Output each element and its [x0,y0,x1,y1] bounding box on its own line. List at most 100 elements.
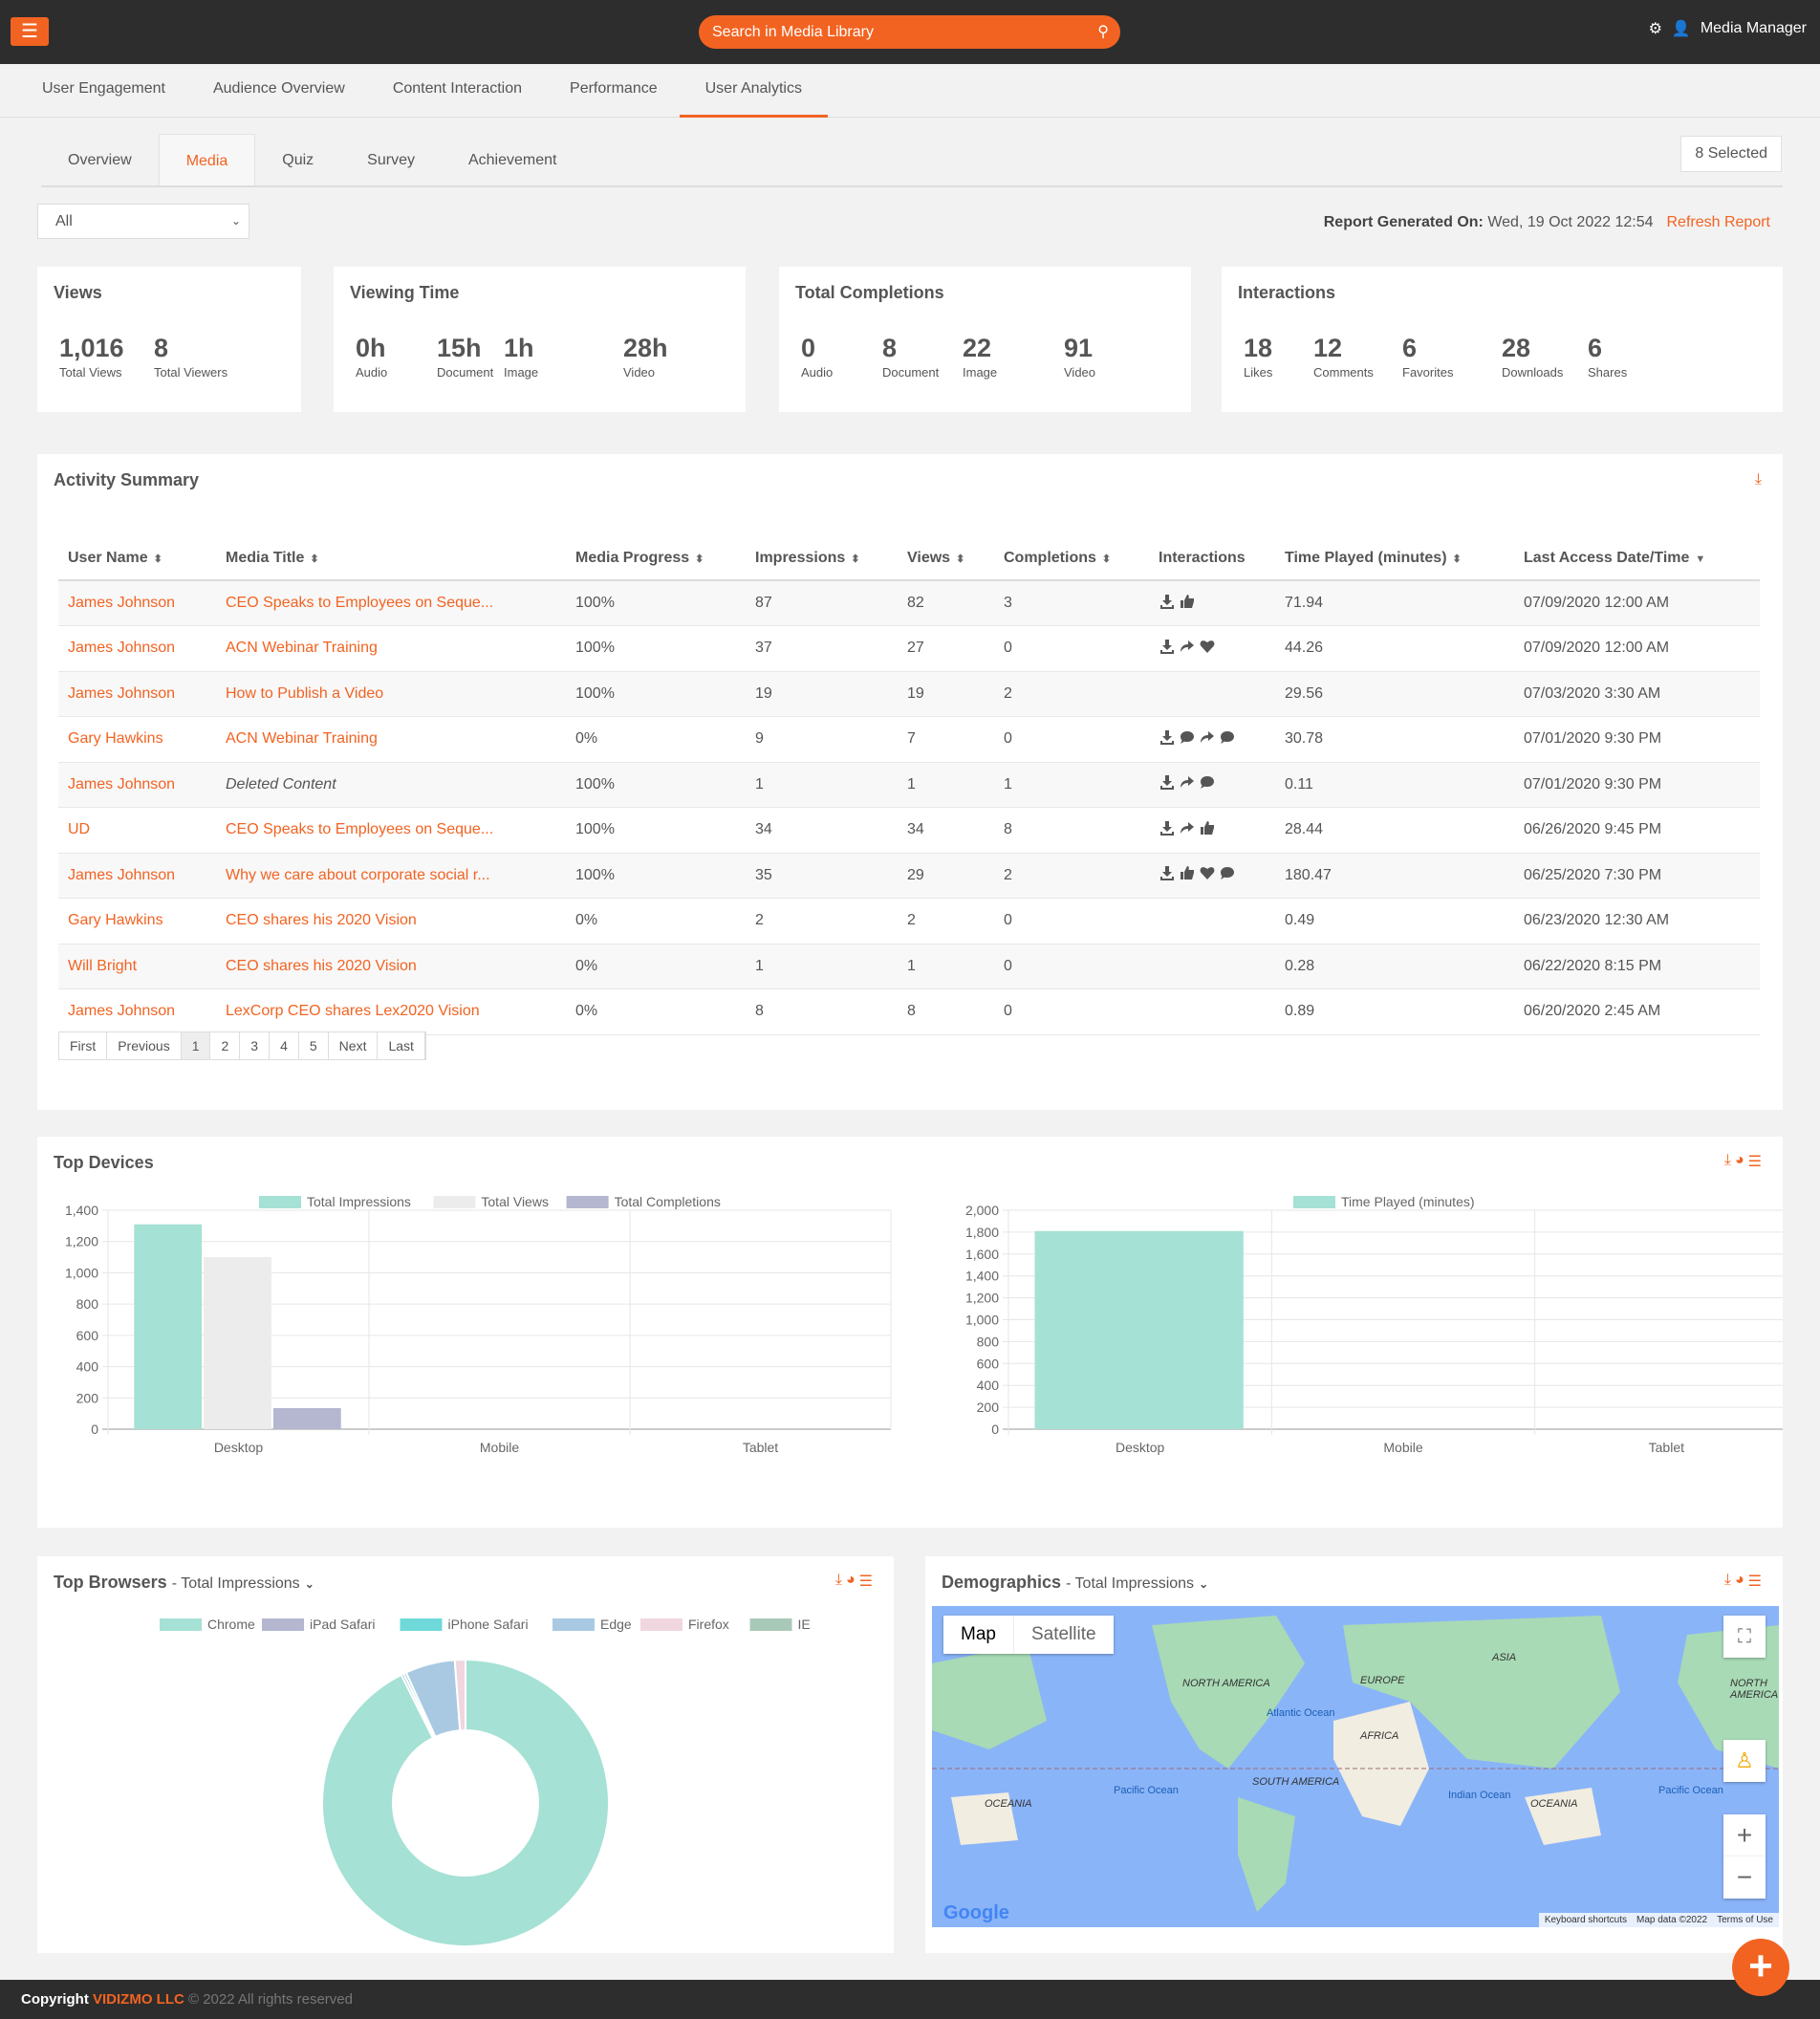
column-header[interactable]: Impressions ⬍ [746,536,898,581]
tab-performance[interactable]: Performance [570,80,658,97]
chevron-down-icon[interactable]: ⌄ [1199,1577,1209,1591]
list-icon[interactable]: ☰ [1747,1574,1762,1590]
pie-chart-icon[interactable]: ◕ [845,1572,856,1588]
user-cell[interactable]: Will Bright [58,944,216,989]
sort-icon[interactable]: ⬍ [1452,553,1462,565]
world-map[interactable]: Map Satellite ⛶ ♙ + − NORTH AMERICA EURO… [932,1606,1779,1927]
sort-desc-icon[interactable]: ▼ [1695,553,1706,565]
title-cell[interactable]: CEO Speaks to Employees on Seque... [216,807,566,854]
title-cell[interactable]: Why we care about corporate social r... [216,853,566,899]
page-3[interactable]: 3 [240,1032,271,1059]
page-next[interactable]: Next [328,1032,379,1059]
terms-link[interactable]: Terms of Use [1717,1915,1773,1925]
brand-link[interactable]: VIDIZMO LLC [93,1991,184,2008]
satellite-tab[interactable]: Satellite [1012,1616,1114,1654]
menu-button[interactable]: ☰ [11,17,49,46]
title-cell[interactable]: ACN Webinar Training [216,716,566,763]
tab-user-analytics[interactable]: User Analytics [679,64,828,118]
map-tab[interactable]: Map [961,1624,996,1644]
page-4[interactable]: 4 [270,1032,299,1059]
column-header[interactable]: Time Played (minutes) ⬍ [1275,536,1514,581]
map-label: NORTH AMERICA [1182,1678,1270,1689]
street-view-pegman-icon[interactable]: ♙ [1723,1740,1766,1782]
progress-cell: 0% [566,898,746,944]
column-header[interactable]: Completions ⬍ [994,536,1149,581]
download-icon[interactable]: ⤓ [834,1572,842,1588]
download-icon[interactable]: ⤓ [1754,471,1762,488]
sort-icon[interactable]: ⬍ [851,553,860,565]
interactions-cell [1149,580,1275,626]
user-cell[interactable]: James Johnson [58,762,216,808]
user-cell[interactable]: James Johnson [58,988,216,1035]
fullscreen-icon[interactable]: ⛶ [1723,1616,1766,1658]
title-cell[interactable]: CEO shares his 2020 Vision [216,944,566,989]
selected-button[interactable]: 8 Selected [1680,136,1782,172]
column-header[interactable]: Media Title ⬍ [216,536,566,581]
page-5[interactable]: 5 [298,1032,329,1059]
sort-icon[interactable]: ⬍ [310,553,319,565]
zoom-out-button[interactable]: − [1723,1856,1766,1899]
sort-icon[interactable]: ⬍ [153,553,162,565]
sort-icon[interactable]: ⬍ [956,553,965,565]
tab-audience-overview[interactable]: Audience Overview [212,80,345,97]
chevron-down-icon[interactable]: ⌄ [304,1577,314,1591]
user-cell[interactable]: James Johnson [58,580,216,626]
search-input[interactable]: Search in Media Library ⚲ [699,15,1120,49]
sort-icon[interactable]: ⬍ [695,553,704,565]
page-previous[interactable]: Previous [107,1032,182,1059]
subtab-survey[interactable]: Survey [367,152,415,168]
add-button[interactable]: + [1732,1939,1789,1996]
pie-chart-icon[interactable]: ◕ [1734,1152,1744,1168]
pie-chart-icon[interactable]: ◕ [1734,1572,1744,1588]
user-cell[interactable]: UD [58,807,216,854]
bar-time-played-minutes- [1034,1230,1244,1429]
title-cell[interactable]: ACN Webinar Training [216,625,566,672]
page-last[interactable]: Last [378,1032,425,1059]
list-icon[interactable]: ☰ [858,1574,873,1590]
page-2[interactable]: 2 [210,1032,241,1059]
search-icon[interactable]: ⚲ [1097,24,1109,40]
user-cell[interactable]: Gary Hawkins [58,898,216,944]
column-header[interactable]: Last Access Date/Time ▼ [1514,536,1760,581]
column-header[interactable]: Views ⬍ [898,536,994,581]
last-cell: 06/22/2020 8:15 PM [1514,944,1760,989]
keyboard-shortcuts-link[interactable]: Keyboard shortcuts [1544,1915,1627,1925]
table-row: UD CEO Speaks to Employees on Seque... 100… [58,807,1760,854]
title-cell[interactable]: CEO shares his 2020 Vision [216,898,566,944]
subtab-media[interactable]: Media [158,134,256,185]
time-cell: 0.11 [1275,762,1514,808]
filter-select[interactable]: All ⌄ [37,204,249,239]
y-tick-label: 1,600 [965,1247,999,1262]
user-cell[interactable]: James Johnson [58,625,216,672]
page-1[interactable]: 1 [181,1032,211,1059]
title-cell[interactable]: How to Publish a Video [216,671,566,717]
tab-content-interaction[interactable]: Content Interaction [392,80,523,97]
metric-selector[interactable]: - Total Impressions [1066,1575,1195,1592]
progress-cell: 100% [566,671,746,717]
zoom-in-button[interactable]: + [1723,1814,1766,1856]
metric-selector[interactable]: - Total Impressions [171,1575,300,1592]
column-header[interactable]: Media Progress ⬍ [566,536,746,581]
impressions-cell: 2 [746,898,898,944]
column-header[interactable]: User Name ⬍ [58,536,216,581]
x-tick-label: Desktop [1116,1440,1165,1455]
page-first[interactable]: First [59,1032,108,1059]
user-cell[interactable]: Gary Hawkins [58,716,216,763]
user-cell[interactable]: James Johnson [58,853,216,899]
download-icon[interactable]: ⤓ [1723,1152,1731,1168]
sort-icon[interactable]: ⬍ [1101,553,1112,565]
user-cell[interactable]: James Johnson [58,671,216,717]
user-menu[interactable]: ⚙ 👤 Media Manager [1649,19,1807,38]
impressions-cell: 1 [746,762,898,808]
subtab-achievement[interactable]: Achievement [467,152,557,168]
subtab-quiz[interactable]: Quiz [282,152,314,168]
subtab-overview[interactable]: Overview [68,152,132,168]
refresh-report-link[interactable]: Refresh Report [1666,214,1771,230]
tab-user-engagement[interactable]: User Engagement [42,80,165,97]
download-icon[interactable]: ⤓ [1723,1572,1731,1588]
list-icon[interactable]: ☰ [1747,1154,1762,1170]
title-cell[interactable]: LexCorp CEO shares Lex2020 Vision [216,988,566,1035]
settings-icon[interactable]: ⚙ [1648,21,1662,37]
title-cell[interactable]: CEO Speaks to Employees on Seque... [216,580,566,626]
ocean-label: Pacific Ocean [1114,1785,1179,1796]
